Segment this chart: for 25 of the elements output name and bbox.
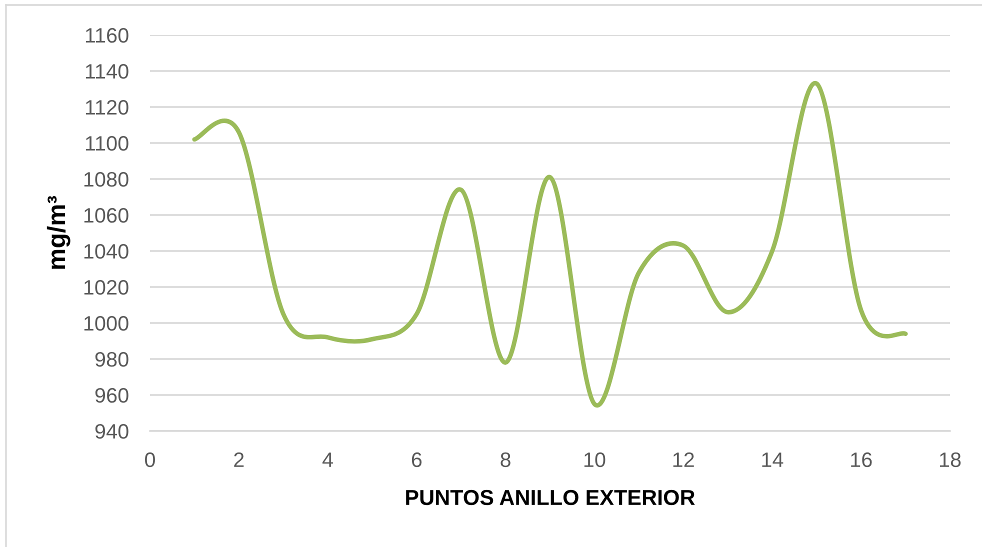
x-tick-label: 6	[412, 452, 422, 468]
y-tick-label: 940	[95, 424, 128, 439]
x-tick-label: 16	[851, 452, 872, 468]
y-tick-label: 1040	[84, 244, 128, 259]
y-tick-label: 980	[95, 352, 128, 367]
y-tick-label: 1160	[86, 28, 128, 43]
x-tick-label: 12	[673, 452, 694, 467]
x-tick-label: 10	[584, 452, 606, 468]
x-tick-label: 4	[322, 452, 333, 467]
y-tick-label: 1080	[84, 172, 128, 187]
y-tick-label: 1020	[84, 280, 128, 295]
y-tick-label: 1120	[86, 100, 128, 115]
x-axis-title: PUNTOS ANILLO EXTERIOR	[406, 490, 695, 506]
x-tick-label: 18	[940, 452, 961, 468]
x-tick-label: 14	[762, 452, 784, 467]
line-series	[192, 81, 908, 406]
y-tick-label: 1000	[84, 316, 128, 331]
x-tick-label: 0	[145, 452, 155, 468]
y-tick-label: 1060	[84, 208, 128, 223]
y-tick-label: 1140	[86, 64, 128, 79]
x-tick-label: 2	[234, 452, 244, 467]
y-tick-label: 960	[95, 388, 128, 403]
y-axis-title: mg/m³	[46, 196, 70, 269]
x-tick-label: 8	[500, 452, 510, 468]
y-tick-label: 1100	[86, 136, 128, 151]
